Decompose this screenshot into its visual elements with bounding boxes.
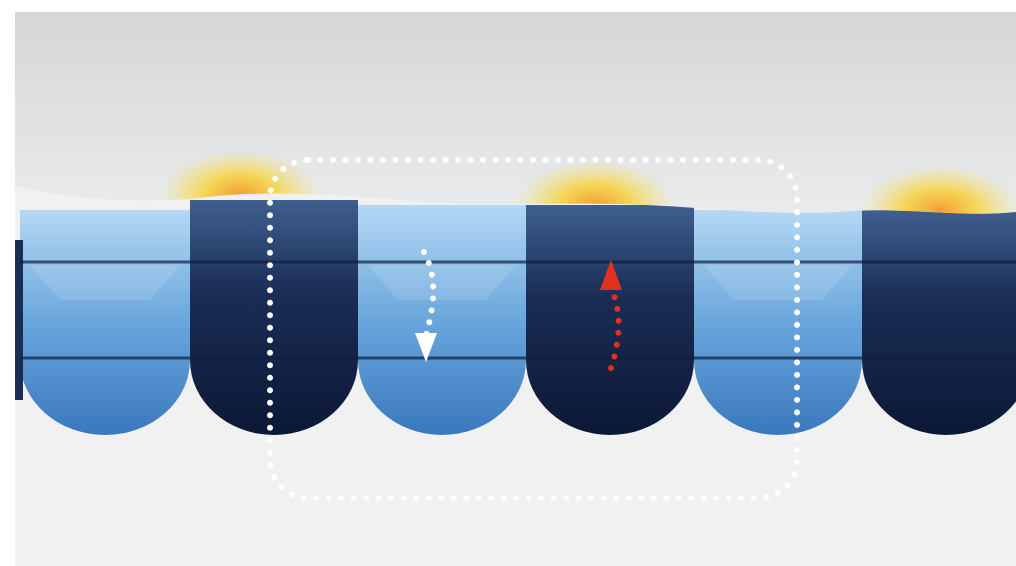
highlight-frame xyxy=(267,157,800,501)
cell-dark xyxy=(526,205,694,435)
air-cells xyxy=(15,200,1016,435)
cell-light xyxy=(358,205,526,435)
scene xyxy=(15,12,1016,566)
cell-light xyxy=(20,210,190,435)
arrow-up xyxy=(600,260,622,371)
cell-edge xyxy=(15,240,23,400)
cell-dark xyxy=(190,200,358,435)
arrow-down xyxy=(415,249,437,362)
inner-panels xyxy=(30,265,852,300)
cell-light xyxy=(694,210,862,435)
cell-dark xyxy=(862,210,1016,435)
dividers xyxy=(20,260,1016,360)
